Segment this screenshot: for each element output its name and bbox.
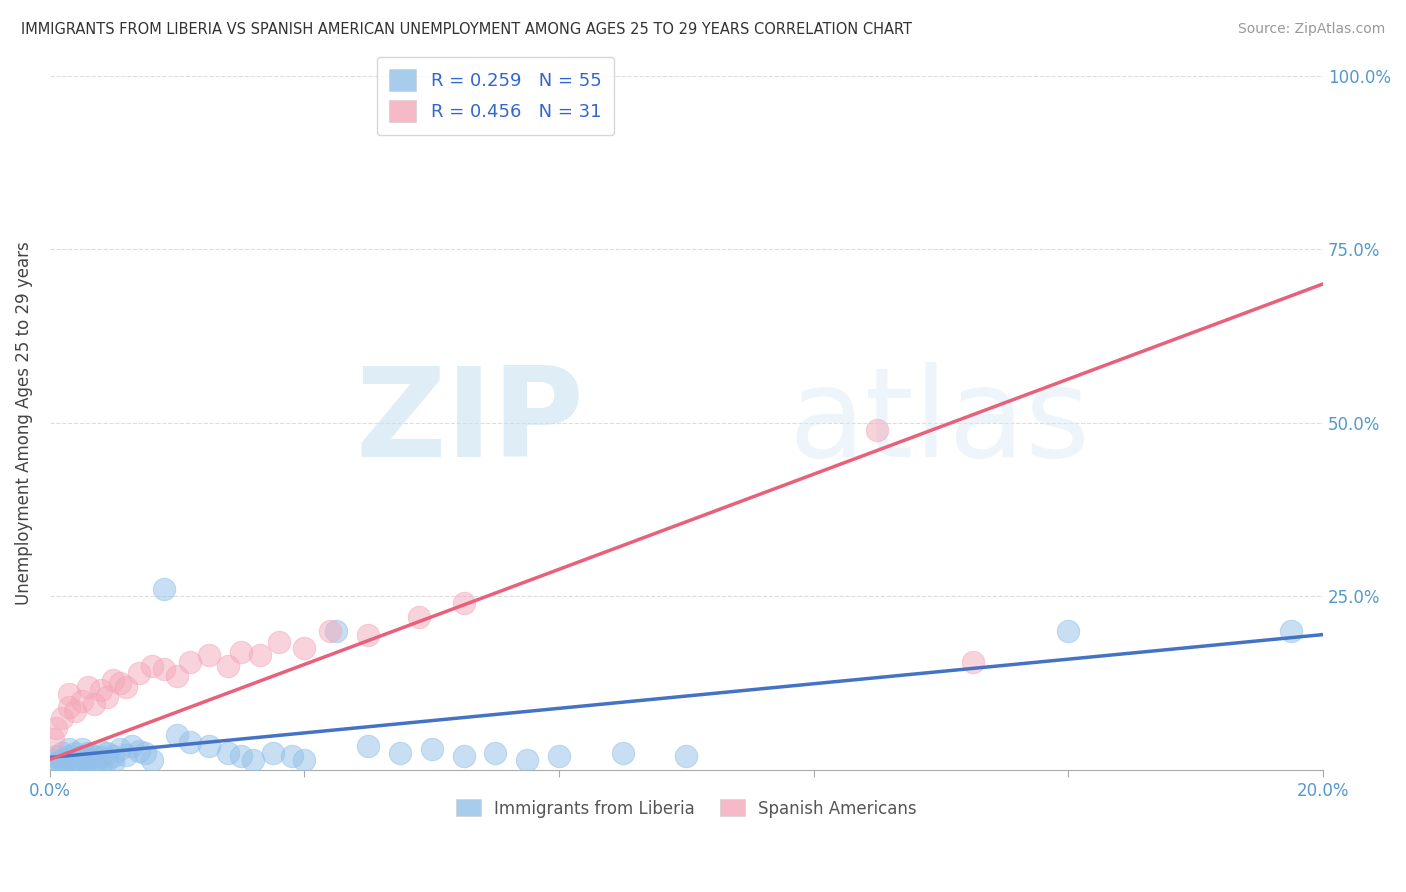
Point (42, 731, 65, 746)
Point (83, 697, 105, 711)
Point (1279, 624, 1302, 639)
Legend: Immigrants from Liberia, Spanish Americans: Immigrants from Liberia, Spanish America… (449, 793, 924, 824)
Point (63, 753, 86, 767)
Point (63, 746, 86, 760)
Point (83, 755, 105, 769)
Point (103, 756, 125, 770)
Point (153, 662, 176, 676)
Point (96, 753, 118, 767)
Point (63, 704, 86, 718)
Point (249, 648, 271, 663)
Point (166, 669, 188, 683)
Point (453, 749, 475, 764)
Point (141, 753, 163, 767)
Y-axis label: Unemployment Among Ages 25 to 29 years: Unemployment Among Ages 25 to 29 years (15, 241, 32, 605)
Point (76, 680, 98, 694)
Point (1057, 624, 1080, 639)
Point (90, 683, 112, 698)
Point (166, 728, 188, 742)
Point (90, 757, 112, 772)
Point (262, 746, 284, 760)
Point (280, 749, 302, 764)
Point (115, 747, 138, 762)
Point (153, 582, 176, 597)
Point (51, 759, 73, 773)
Point (96, 690, 118, 704)
Point (453, 596, 475, 610)
Point (408, 610, 430, 624)
Point (63, 759, 86, 773)
Text: IMMIGRANTS FROM LIBERIA VS SPANISH AMERICAN UNEMPLOYMENT AMONG AGES 25 TO 29 YEA: IMMIGRANTS FROM LIBERIA VS SPANISH AMERI… (21, 22, 912, 37)
Point (675, 749, 697, 764)
Point (134, 746, 156, 760)
Point (51, 746, 73, 760)
Point (90, 750, 112, 764)
Point (484, 746, 506, 760)
Point (179, 656, 201, 670)
Point (58, 756, 80, 770)
Point (103, 749, 125, 764)
Point (58, 742, 80, 756)
Point (388, 746, 411, 760)
Point (612, 746, 634, 760)
Point (76, 746, 98, 760)
Point (325, 624, 347, 639)
Point (292, 641, 315, 656)
Point (83, 749, 105, 764)
Point (242, 753, 264, 767)
Point (76, 753, 98, 767)
Point (128, 743, 150, 757)
Point (420, 742, 443, 756)
Point (70, 693, 93, 707)
Point (121, 739, 143, 753)
Point (516, 753, 538, 767)
Point (198, 739, 221, 753)
Point (217, 746, 239, 760)
Text: atlas: atlas (789, 362, 1091, 483)
Point (70, 742, 93, 756)
Point (962, 656, 984, 670)
Point (45, 722, 67, 736)
Point (96, 746, 118, 760)
Point (70, 749, 93, 764)
Point (548, 749, 571, 764)
Point (217, 658, 239, 673)
Point (319, 624, 342, 639)
Point (357, 739, 380, 753)
Point (45, 756, 67, 770)
Text: ZIP: ZIP (356, 362, 585, 483)
Point (103, 673, 125, 687)
Point (267, 634, 290, 648)
Point (179, 735, 201, 749)
Point (108, 742, 131, 756)
Point (51, 711, 73, 725)
Point (76, 757, 98, 772)
Point (58, 700, 80, 714)
Point (58, 749, 80, 764)
Point (128, 665, 150, 680)
Point (115, 680, 138, 694)
Point (45, 749, 67, 764)
Point (198, 648, 221, 663)
Point (58, 687, 80, 701)
Point (90, 743, 112, 757)
Text: Source: ZipAtlas.com: Source: ZipAtlas.com (1237, 22, 1385, 37)
Point (42, 753, 65, 767)
Point (229, 749, 252, 764)
Point (229, 645, 252, 659)
Point (141, 658, 163, 673)
Point (866, 423, 889, 437)
Point (51, 753, 73, 767)
Point (108, 676, 131, 690)
Point (357, 627, 380, 641)
Point (70, 756, 93, 770)
Point (292, 753, 315, 767)
